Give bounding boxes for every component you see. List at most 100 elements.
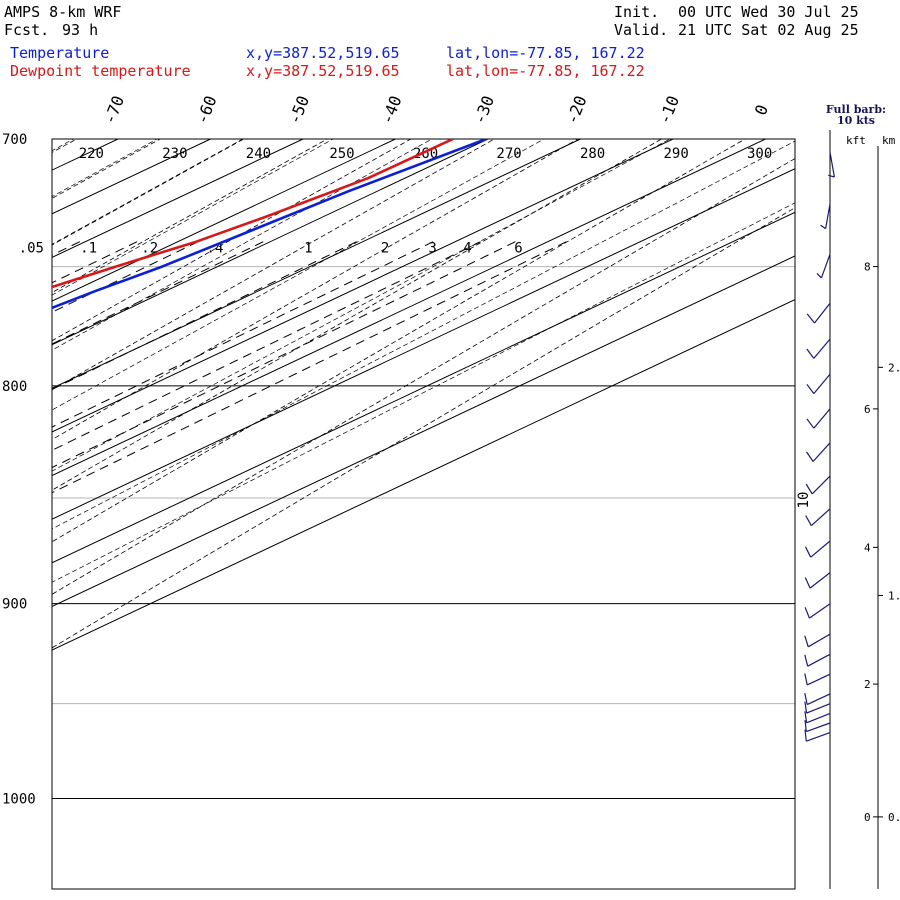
pressure-label-900: 900: [2, 597, 27, 613]
kft-axis-label: kft: [846, 134, 866, 147]
isotherm-labels: -70 -60 -50 -40 -30 -20 -10 0: [100, 93, 772, 127]
isotherm-line: [52, 211, 795, 564]
forecast-hours: 93 h: [62, 21, 99, 39]
wind-barb: [828, 152, 835, 178]
moist-adiabat-line: [52, 139, 671, 472]
barb-legend-line1: Full barb:: [825, 103, 887, 116]
isotherm-label: -60: [192, 93, 220, 127]
moist-adiabat-line: [52, 140, 795, 530]
km-tick-label: 2.: [888, 361, 900, 374]
wind-barb: [806, 442, 831, 462]
mixing-ratio-line: [52, 241, 567, 494]
isotherm-line: [52, 139, 581, 389]
pressure-label-800: 800: [2, 379, 27, 395]
wind-barb: [804, 673, 831, 686]
wind-barb: [804, 701, 831, 714]
isotherm-label: 0: [751, 102, 772, 118]
wind-barb: [804, 603, 831, 619]
sounding-profiles: [52, 139, 488, 310]
wind-barb: [804, 729, 831, 742]
adiabat-label: 280: [580, 146, 605, 162]
wind-barb: [805, 475, 831, 495]
moist-adiabat-line: [0, 85, 90, 900]
dry-adiabat-line: [0, 0, 442, 900]
wind-barb: [806, 302, 831, 324]
annotations: 10: [796, 492, 812, 509]
moist-adiabat-line: [52, 139, 75, 152]
mixing-ratio-labels: .05.1.2.4 1 2 3 4 6: [19, 241, 523, 257]
legend-dewpoint-latlon: lat,lon=-77.85, 167.22: [446, 62, 645, 80]
isotherm-label: -70: [100, 93, 128, 127]
isotherm-line: [52, 139, 396, 302]
isotherm-line: [52, 139, 766, 477]
mixing-ratio-label: .1: [80, 241, 97, 257]
isotherm-label: -20: [562, 93, 590, 127]
wind-barb: [816, 253, 831, 279]
dry-adiabat-line: [52, 139, 329, 294]
adiabat-label: 230: [162, 146, 187, 162]
wind-barb: [804, 720, 831, 733]
isotherm-line: [52, 299, 795, 651]
annotation-10: 10: [796, 492, 812, 509]
kft-tick-label: 6: [864, 403, 871, 416]
mixing-ratio-line: [52, 241, 481, 451]
isotherm-label: -30: [470, 93, 498, 127]
adiabat-label: 290: [663, 146, 688, 162]
adiabat-labels: 220 230 240 250 260 270 280 290 300: [79, 146, 773, 162]
km-tick-label: 1.: [888, 589, 900, 602]
legend-dewpoint-label: Dewpoint temperature: [10, 62, 191, 80]
mixing-ratio-label: 2: [381, 241, 389, 257]
kft-tick-label: 0: [864, 811, 871, 824]
isotherm-line: [52, 255, 795, 608]
adiabat-label: 270: [496, 146, 521, 162]
barb-legend-line2: 10 kts: [836, 114, 876, 127]
wind-barb: [820, 203, 831, 230]
legend-dewpoint-xy: x,y=387.52,519.65: [246, 62, 400, 80]
mixing-ratio-line: [52, 241, 264, 345]
mixing-ratio-label: 6: [514, 241, 522, 257]
kft-tick-label: 8: [864, 261, 871, 274]
wind-barb: [806, 373, 831, 394]
mixing-ratio-line: [52, 241, 357, 391]
valid-time: 21 UTC Sat 02 Aug 25: [678, 21, 859, 39]
adiabat-label: 300: [747, 146, 772, 162]
init-label: Init.: [614, 3, 660, 21]
legend-temperature-xy: x,y=387.52,519.65: [246, 44, 400, 62]
moist-adiabat-line: [52, 139, 545, 411]
mixing-ratio-line: [52, 241, 516, 469]
dry-adiabat-line: [52, 139, 162, 199]
wind-barb: [804, 572, 831, 589]
wind-barb: [804, 633, 831, 648]
moist-adiabat-line: [52, 139, 158, 198]
plot-frame: [51, 138, 796, 890]
km-axis-label: km: [882, 134, 896, 147]
isotherm-line: [52, 139, 489, 346]
dry-adiabat-line: [52, 139, 245, 246]
temperature-profile: [52, 139, 488, 310]
legend-temperature-latlon: lat,lon=-77.85, 167.22: [446, 44, 645, 62]
moist-adiabat-line: [52, 202, 795, 583]
barb-legend: Full barb: 10 kts: [816, 104, 896, 126]
legend-temperature-label: Temperature: [10, 44, 110, 62]
isotherm-label: -10: [655, 93, 683, 127]
km-tick-label: 0.: [888, 811, 900, 824]
forecast-label: Fcst.: [4, 21, 50, 39]
wind-barb: [804, 653, 831, 667]
mixing-ratio-label: 4: [463, 241, 471, 257]
kft-tick-label: 4: [864, 541, 871, 554]
valid-label: Valid.: [614, 21, 669, 39]
wind-barb: [804, 692, 831, 706]
kft-tick-label: 2: [864, 678, 871, 691]
model-title: AMPS 8-km WRF: [4, 3, 122, 21]
wind-barb: [804, 711, 831, 724]
dewpoint-profile: [52, 139, 455, 289]
pressure-label-700: 700: [2, 132, 27, 148]
